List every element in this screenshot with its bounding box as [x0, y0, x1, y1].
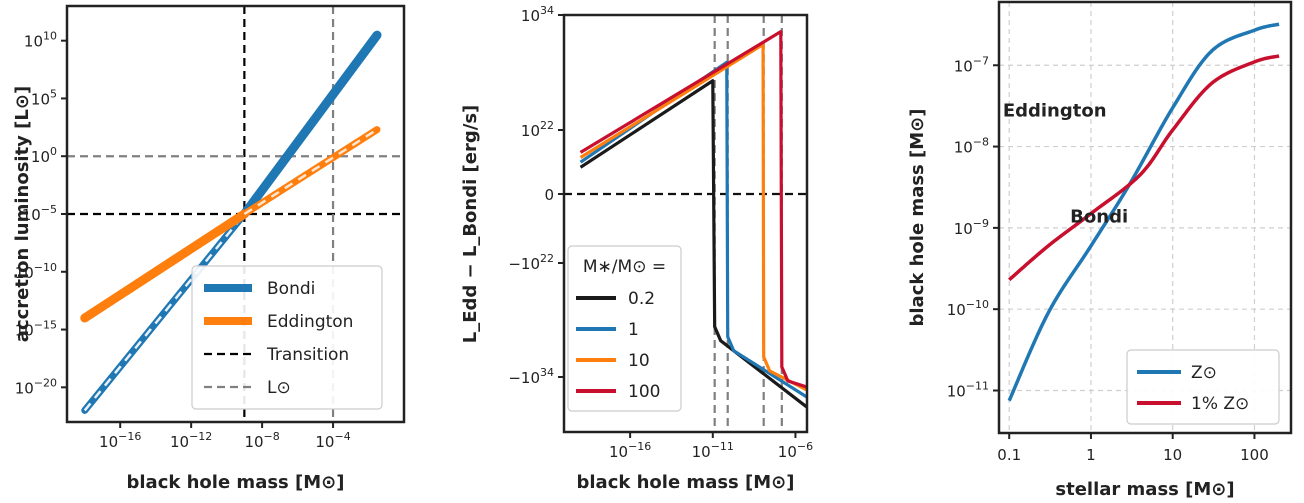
eddington-line-high-dash	[243, 128, 378, 216]
x-tick-label: 100	[1240, 446, 1269, 464]
x-tick-label: 10−11	[692, 440, 734, 461]
series-low-z	[1008, 54, 1281, 282]
x-tick-label: 10−16	[609, 440, 651, 461]
eddington-line-low	[80, 209, 249, 323]
x-tick-label: 0.1	[997, 446, 1021, 464]
y-axis-label: black hole mass [M⊙]	[907, 109, 928, 327]
series-100	[579, 30, 808, 389]
x-tick-label: 10	[1163, 446, 1182, 464]
y-tick-label: 10−15	[15, 319, 57, 340]
series-solar	[1007, 22, 1281, 402]
series-10	[579, 42, 808, 392]
y-tick-label: 10−5	[22, 203, 57, 224]
legend-label: Z⊙	[1191, 363, 1217, 383]
y-tick-label: 1034	[521, 4, 554, 25]
panel2-frame	[562, 13, 809, 434]
x-axis-label: black hole mass [M⊙]	[577, 472, 795, 493]
panel3-frame	[997, 0, 1293, 435]
y-tick-label: 1022	[521, 119, 554, 140]
y-tick-label: 10−20	[15, 376, 57, 397]
x-tick-label: 10−6	[778, 440, 813, 461]
legend-box	[567, 245, 682, 412]
legend-label: 1% Z⊙	[1191, 394, 1249, 414]
y-tick-label: 0	[544, 186, 554, 204]
legend-label: Transition	[266, 345, 349, 365]
bondi-line-high	[239, 30, 382, 219]
y-tick-label: 10−10	[15, 261, 57, 282]
y-tick-label: 105	[31, 87, 57, 108]
legend-box	[1126, 349, 1280, 425]
x-tick-label: 10−16	[99, 430, 141, 451]
x-tick-label: 10−4	[315, 430, 350, 451]
y-tick-label: 1010	[24, 30, 57, 51]
x-tick-label: 10−8	[244, 430, 279, 451]
y-tick-label: 100	[31, 145, 57, 166]
x-tick-label: 10−12	[170, 430, 212, 451]
region-label-bondi: Bondi	[1070, 206, 1128, 227]
legend-label: 0.2	[628, 289, 655, 309]
legend-title: M∗/M⊙ =	[583, 257, 666, 277]
y-tick-label: 10−7	[954, 54, 989, 75]
legend-label: Eddington	[267, 312, 353, 332]
legend-box	[191, 265, 383, 410]
bondi-line-low-dash	[83, 213, 246, 412]
x-axis-label: black hole mass [M⊙]	[127, 472, 345, 493]
y-tick-label: −1034	[508, 366, 554, 387]
legend-label: Bondi	[267, 279, 315, 299]
legend-label: 1	[628, 320, 639, 340]
y-axis-label: accretion luminosity [L⊙]	[12, 86, 33, 342]
y-tick-label: 10−8	[954, 136, 989, 157]
y-tick-label: 10−11	[947, 379, 989, 400]
x-tick-label: 1	[1086, 446, 1096, 464]
x-axis-label: stellar mass [M⊙]	[1055, 479, 1234, 500]
legend-label: L⊙	[267, 378, 291, 398]
legend-label: 10	[628, 351, 650, 371]
series-0.2	[579, 79, 808, 409]
y-axis-label: L_Edd − L_Bondi [erg/s]	[460, 105, 481, 344]
region-label-eddington: Eddington	[1003, 101, 1107, 122]
legend-label: 100	[628, 382, 660, 402]
y-tick-label: −1022	[508, 252, 554, 273]
y-tick-label: 10−10	[947, 298, 989, 319]
y-tick-label: 10−9	[954, 217, 989, 238]
